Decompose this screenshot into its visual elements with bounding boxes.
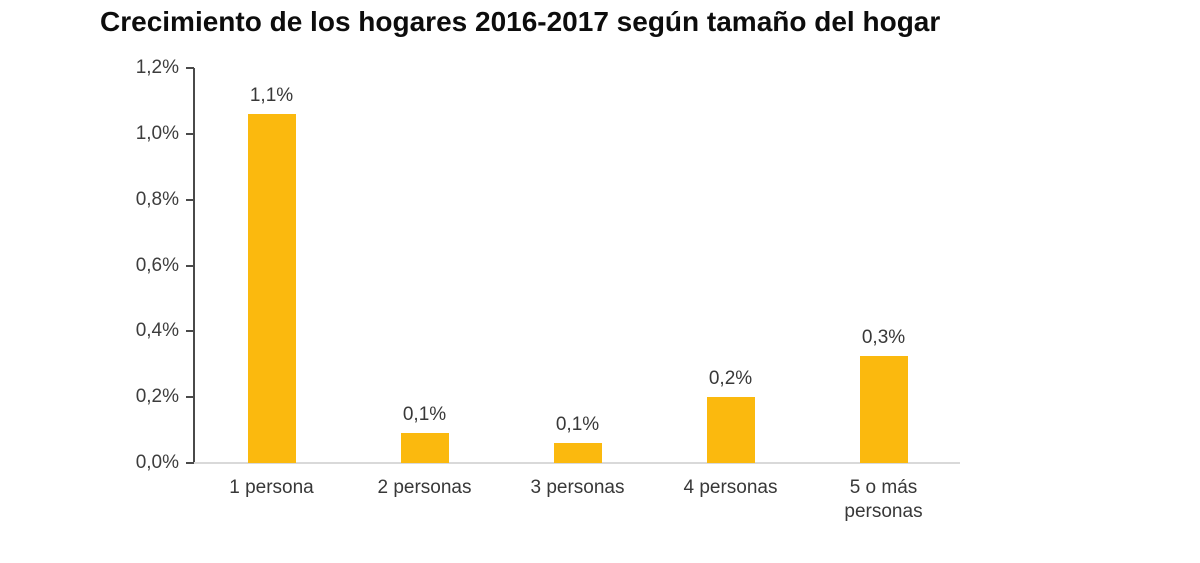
y-axis-tick-label: 1,2% bbox=[135, 57, 179, 78]
y-axis-tick-mark bbox=[186, 132, 194, 135]
bar-value-label: 0,1% bbox=[555, 414, 600, 436]
bar-value-label: 0,2% bbox=[708, 368, 753, 390]
bar-value-label: 0,3% bbox=[861, 327, 906, 349]
y-axis-tick-mark bbox=[186, 198, 194, 201]
x-axis-tick-label: 4 personas bbox=[683, 477, 778, 498]
bar-value-label: 1,1% bbox=[249, 85, 294, 107]
plot-area: 1,2% 1,0% 0,8% 0,6% 0,4% 0,2% 0,0% 1,1% 0,1% 0,1… bbox=[136, 57, 960, 522]
x-axis-line bbox=[193, 462, 960, 464]
x-axis-tick-label: 1 persona bbox=[229, 477, 314, 498]
bar bbox=[247, 114, 296, 463]
y-axis-tick-label: 0,6% bbox=[135, 254, 179, 276]
bar-value-label: 0,1% bbox=[402, 404, 447, 426]
bar bbox=[400, 433, 449, 463]
y-axis-tick-label: 1,0% bbox=[135, 122, 179, 144]
x-axis-tick-label: 2 personas bbox=[377, 477, 472, 498]
y-axis-tick-mark bbox=[186, 264, 194, 267]
y-axis-tick-mark bbox=[186, 396, 194, 399]
y-axis-tick-mark bbox=[186, 67, 194, 69]
chart-title: Crecimiento de los hogares 2016-2017 seg… bbox=[100, 6, 941, 37]
y-axis-tick-label: 0,4% bbox=[135, 320, 179, 342]
bar bbox=[859, 356, 908, 463]
y-axis-tick-mark bbox=[186, 330, 194, 333]
y-axis-tick-label: 0,8% bbox=[135, 188, 179, 210]
x-axis-tick-label: 3 personas bbox=[530, 477, 625, 498]
bar bbox=[706, 397, 755, 463]
y-axis-tick-label: 0,0% bbox=[135, 452, 179, 473]
bar bbox=[553, 443, 602, 463]
x-axis-tick-label: 5 o más personas bbox=[844, 477, 923, 522]
y-axis-tick-mark bbox=[186, 462, 194, 464]
y-axis-line bbox=[193, 68, 195, 463]
y-axis-tick-label: 0,2% bbox=[135, 386, 179, 408]
